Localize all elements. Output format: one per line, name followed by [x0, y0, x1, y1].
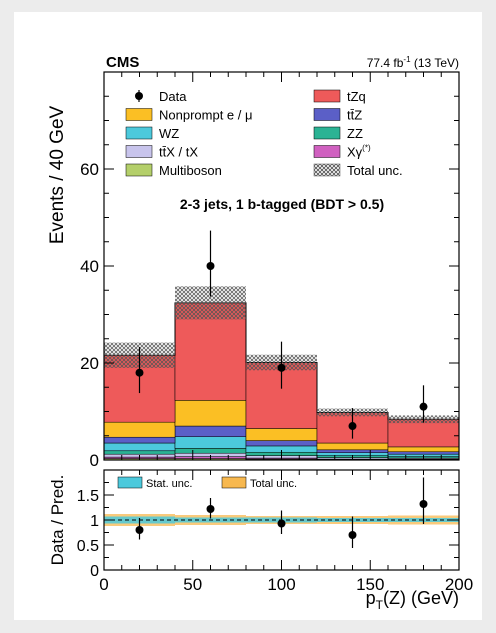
legend-swatch-tZq	[314, 90, 340, 102]
legend-data-marker	[135, 92, 143, 100]
luminosity-label: 77.4 fb-1 (13 TeV)	[367, 55, 459, 70]
bar-ttZ-3	[317, 450, 388, 453]
bar-Nonprompt-4	[388, 447, 459, 452]
ratio-legend-swatch-stat_band	[118, 477, 142, 488]
ratio-point-4	[420, 500, 428, 508]
data-point-1	[207, 262, 215, 270]
bar-WZ-0	[104, 443, 175, 451]
bar-ttZ-1	[175, 426, 246, 437]
ratio-point-3	[349, 531, 357, 539]
legend-swatch-total	[314, 164, 340, 176]
ratio-legend-label-total_band: Total unc.	[250, 478, 297, 490]
data-point-2	[278, 364, 286, 372]
xtick-label-100: 100	[267, 575, 295, 594]
ratio-point-1	[207, 505, 215, 513]
bar-tZq-4	[388, 419, 459, 447]
bar-ttZ-2	[246, 441, 317, 446]
bar-WZ-1	[175, 437, 246, 449]
ratio-legend-label-stat_band: Stat. unc.	[146, 478, 192, 490]
ratio-point-0	[136, 526, 144, 534]
data-point-4	[420, 403, 428, 411]
ratio-ytick-label-1.5: 1.5	[77, 488, 99, 505]
bar-ZZ-1	[175, 448, 246, 453]
legend-label-Data: Data	[159, 89, 187, 104]
bar-Nonprompt-1	[175, 400, 246, 426]
ratio-ytick-label-0.5: 0.5	[77, 538, 99, 555]
y-axis-title: Events / 40 GeV	[47, 105, 68, 244]
main-ytick-label-60: 60	[80, 160, 99, 179]
region-label: 2-3 jets, 1 b-tagged (BDT > 0.5)	[180, 196, 384, 212]
bar-ttZ-4	[388, 452, 459, 454]
main-ytick-label-20: 20	[80, 354, 99, 373]
xtick-label-0: 0	[99, 575, 108, 594]
legend-swatch-ttZ	[314, 109, 340, 121]
bar-Nonprompt-2	[246, 428, 317, 440]
bar-Nonprompt-3	[317, 443, 388, 450]
legend-label-tZq: tZq	[347, 89, 366, 104]
legend-swatch-Nonprompt	[126, 109, 152, 121]
legend-label-ZZ: ZZ	[347, 126, 363, 141]
ratio-legend-swatch-total_band	[222, 477, 246, 488]
ratio-y-axis-title: Data / Pred.	[48, 475, 67, 566]
legend-swatch-ttX	[126, 146, 152, 158]
ratio-ytick-label-0: 0	[90, 563, 99, 580]
main-ytick-label-40: 40	[80, 257, 99, 276]
legend-label-WZ: WZ	[159, 126, 179, 141]
data-point-0	[136, 369, 144, 377]
legend-swatch-Multiboson	[126, 164, 152, 176]
legend-label-ttX: tt̄X / tX	[159, 145, 198, 160]
legend-label-ttZ: tt̄Z	[347, 108, 362, 123]
main-ytick-label-0: 0	[90, 451, 99, 470]
bar-ZZ-0	[104, 451, 175, 454]
bar-ttZ-0	[104, 437, 175, 443]
legend-swatch-Xgamma	[314, 146, 340, 158]
legend-swatch-ZZ	[314, 127, 340, 139]
legend-label-Nonprompt: Nonprompt e / μ	[159, 108, 252, 123]
plot-background	[14, 12, 482, 620]
data-point-3	[349, 422, 357, 430]
ratio-ytick-label-1: 1	[90, 513, 99, 530]
experiment-label: CMS	[106, 54, 139, 71]
legend-label-Total: Total unc.	[347, 163, 403, 178]
legend-label-Multiboson: Multiboson	[159, 163, 222, 178]
ratio-point-2	[278, 520, 286, 528]
xtick-label-50: 50	[183, 575, 202, 594]
legend-swatch-WZ	[126, 127, 152, 139]
bar-Nonprompt-0	[104, 422, 175, 437]
